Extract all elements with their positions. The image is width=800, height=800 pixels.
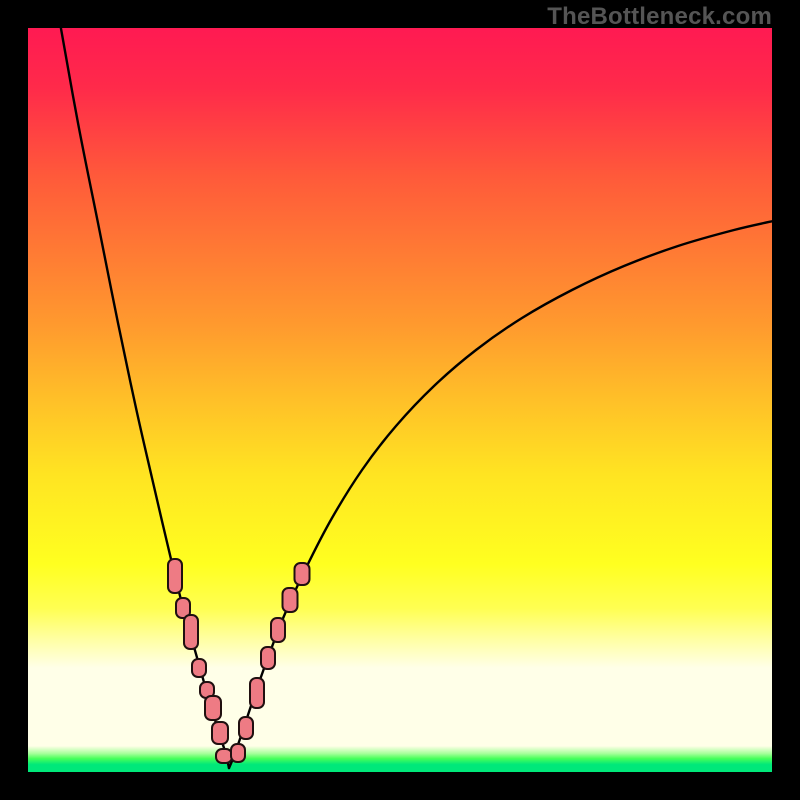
marker-7	[216, 749, 232, 763]
watermark-text: TheBottleneck.com	[547, 3, 772, 31]
marker-14	[295, 563, 310, 585]
marker-11	[261, 647, 275, 669]
plot-svg	[28, 28, 772, 772]
marker-3	[192, 659, 206, 677]
marker-5	[205, 696, 221, 720]
marker-6	[212, 722, 228, 744]
marker-12	[271, 618, 285, 642]
plot-area	[28, 28, 772, 772]
marker-2	[184, 615, 198, 649]
marker-13	[283, 588, 298, 612]
marker-0	[168, 559, 182, 593]
marker-9	[239, 717, 253, 739]
marker-10	[250, 678, 264, 708]
marker-8	[231, 744, 245, 762]
chart-frame: TheBottleneck.com	[0, 0, 800, 800]
gradient-background	[28, 28, 772, 772]
